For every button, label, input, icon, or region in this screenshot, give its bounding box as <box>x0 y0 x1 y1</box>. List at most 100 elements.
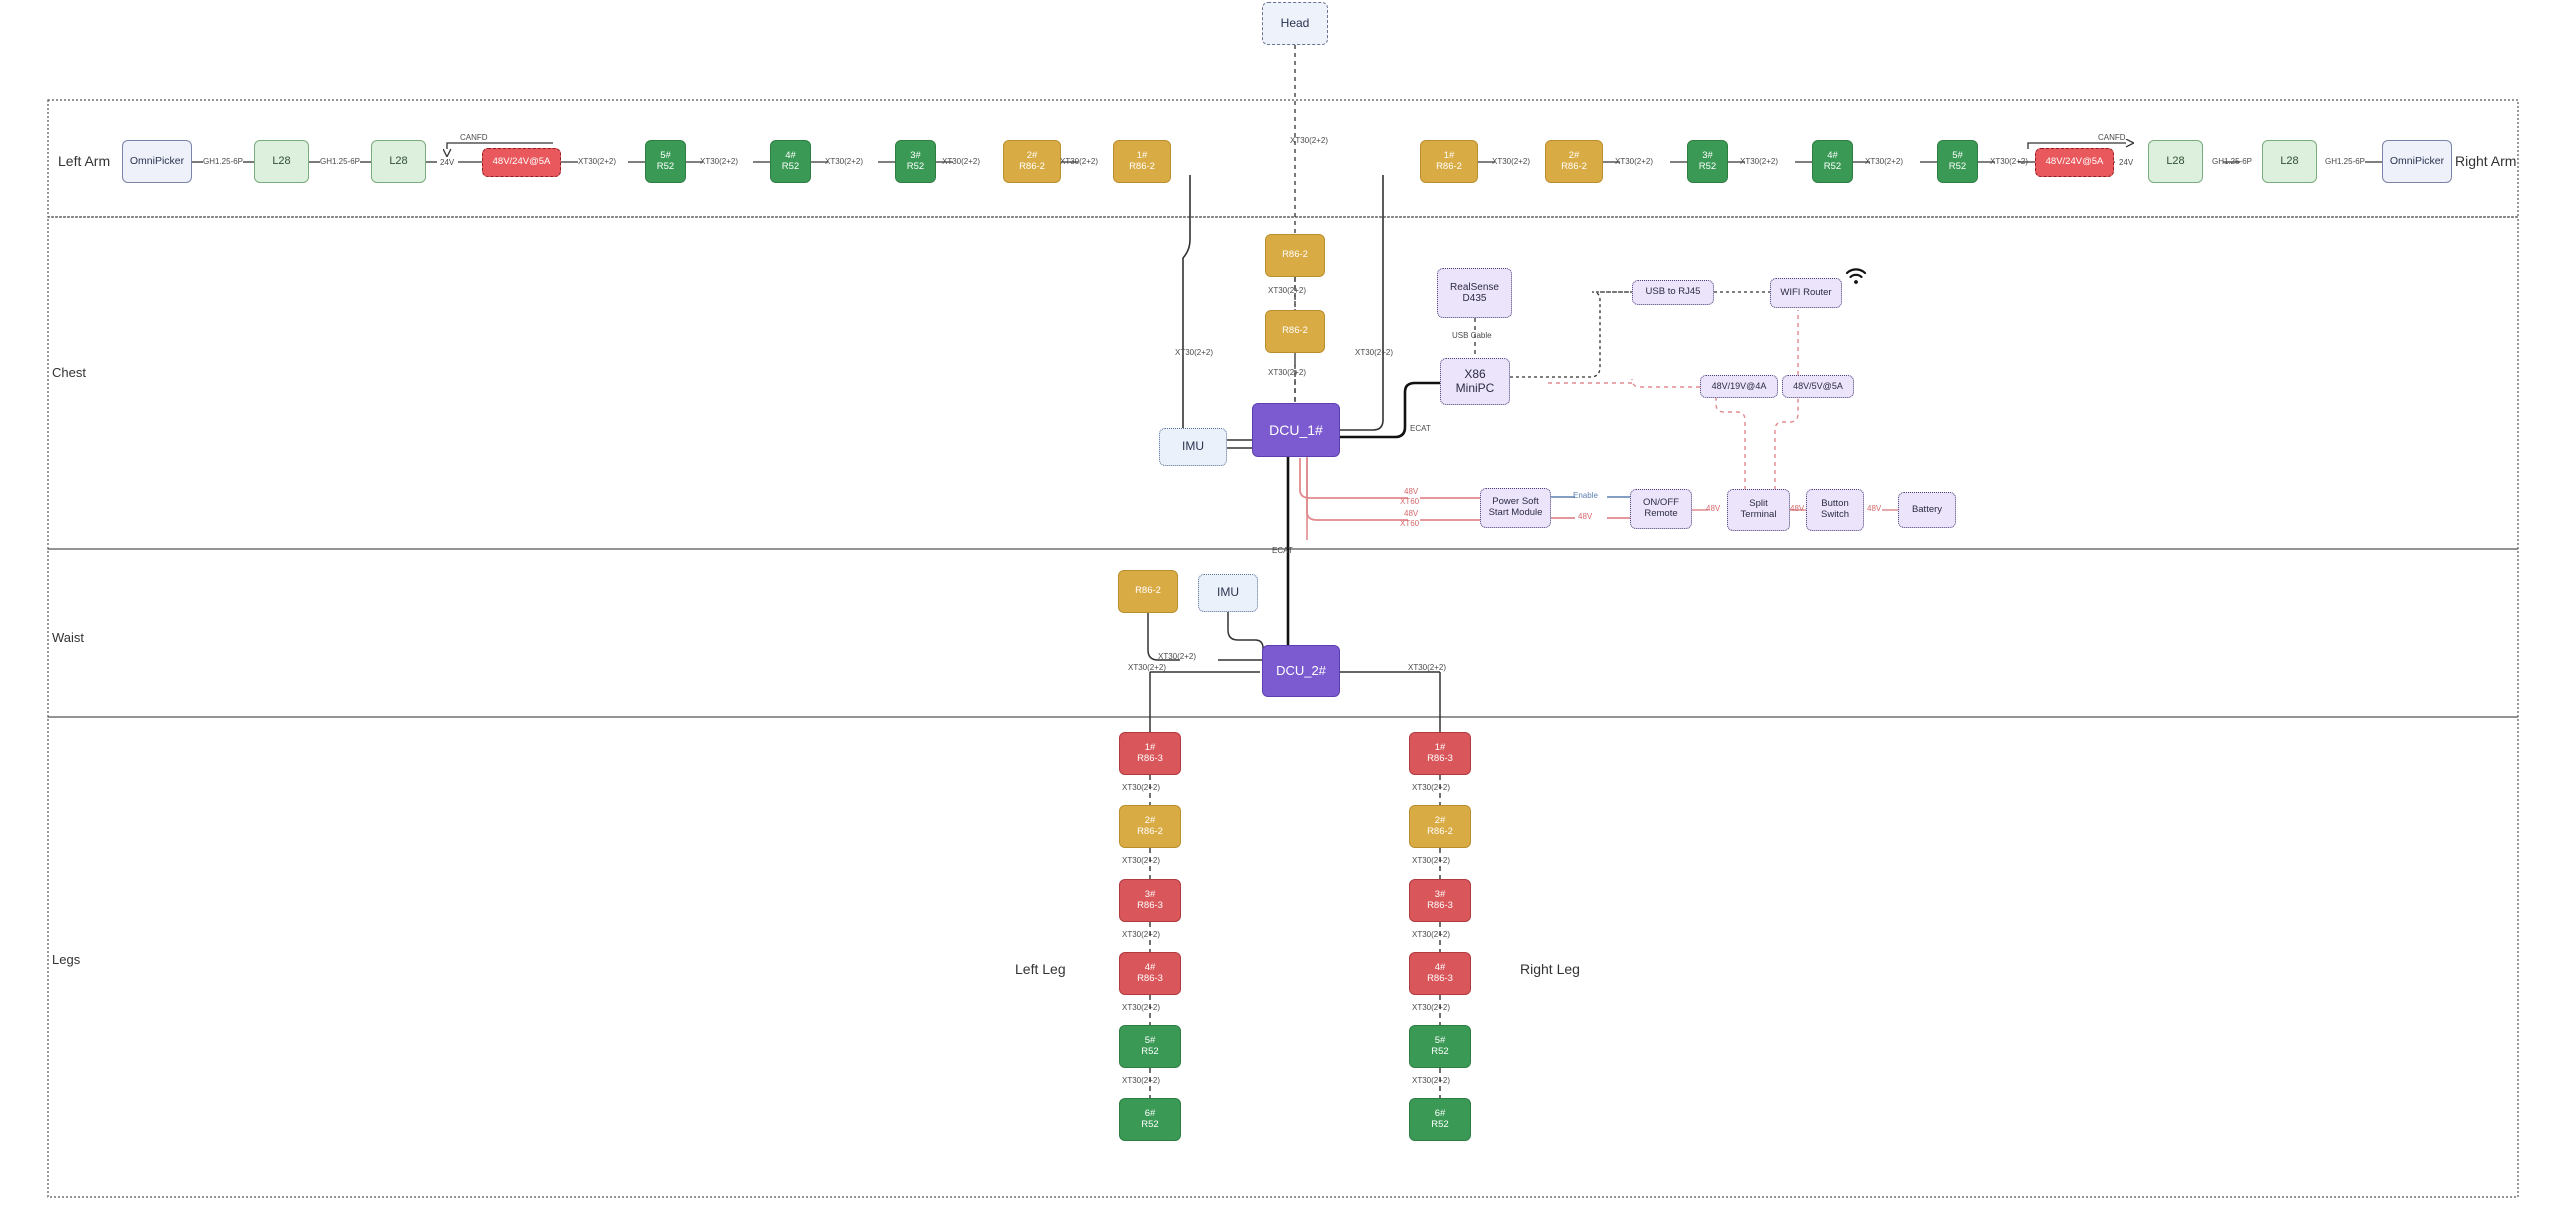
zone-label-waist: Waist <box>52 630 85 645</box>
right-arm-link-0: XT30(2+2) <box>1492 157 1531 166</box>
node-label: 5# <box>1952 149 1963 161</box>
left-arm-node-l28-b[interactable]: L28 <box>371 140 426 183</box>
left-leg-link-1: XT30(2+2) <box>1122 856 1161 865</box>
waist-node-imu[interactable]: IMU <box>1198 574 1258 612</box>
node-label: X86 <box>1464 366 1486 381</box>
right-leg-node-joint-6[interactable]: 6# R52 <box>1409 1098 1471 1141</box>
node-sublabel: R52 <box>781 160 800 172</box>
chest-node-conv-19v[interactable]: 48V/19V@4A <box>1700 375 1778 398</box>
chest-48v-c: 48V <box>1790 504 1805 513</box>
waist-node-dcu-2[interactable]: DCU_2# <box>1262 645 1340 697</box>
left-arm-node-joint-3[interactable]: 3# R52 <box>895 140 936 183</box>
right-leg-node-joint-2[interactable]: 2# R86-2 <box>1409 805 1471 848</box>
right-arm-link-1: XT30(2+2) <box>1615 157 1654 166</box>
node-label: 2# <box>1434 814 1446 826</box>
waist-link-right-out: XT30(2+2) <box>1408 663 1447 672</box>
chest-node-button-switch[interactable]: Button Switch <box>1806 489 1864 531</box>
left-arm-node-omnipicker[interactable]: OmniPicker <box>122 140 192 183</box>
left-arm-node-joint-5[interactable]: 5# R52 <box>645 140 686 183</box>
right-leg-node-joint-5[interactable]: 5# R52 <box>1409 1025 1471 1068</box>
left-leg-node-joint-5[interactable]: 5# R52 <box>1119 1025 1181 1068</box>
waist-node-joint[interactable]: R86-2 <box>1118 570 1178 613</box>
node-label: L28 <box>389 155 408 168</box>
node-label: 4# <box>1144 961 1156 973</box>
chest-node-usb-to-rj45[interactable]: USB to RJ45 <box>1632 280 1714 305</box>
left-arm-node-joint-4[interactable]: 4# R52 <box>770 140 811 183</box>
right-arm-node-l28-a[interactable]: L28 <box>2148 140 2203 183</box>
right-arm-node-omnipicker[interactable]: OmniPicker <box>2382 140 2452 183</box>
chest-node-onoff-remote[interactable]: ON/OFF Remote <box>1630 489 1692 529</box>
waist-link-left-out: XT30(2+2) <box>1128 663 1167 672</box>
left-arm-link-6: XT30(2+2) <box>942 157 981 166</box>
chest-node-minipc[interactable]: X86 MiniPC <box>1440 358 1510 405</box>
node-sublabel: R52 <box>1948 160 1967 172</box>
left-leg-node-joint-6[interactable]: 6# R52 <box>1119 1098 1181 1141</box>
chest-node-conv-5v[interactable]: 48V/5V@5A <box>1782 375 1854 398</box>
left-leg-node-joint-4[interactable]: 4# R86-3 <box>1119 952 1181 995</box>
chest-node-battery[interactable]: Battery <box>1898 492 1956 528</box>
node-sublabel: D435 <box>1462 293 1487 304</box>
node-label: 48V/24V@5A <box>492 156 551 168</box>
node-sublabel: R52 <box>1141 1118 1159 1130</box>
left-arm-node-dcdc[interactable]: 48V/24V@5A <box>482 148 561 177</box>
left-arm-link-7: XT30(2+2) <box>1060 157 1099 166</box>
left-arm-node-l28-a[interactable]: L28 <box>254 140 309 183</box>
chest-node-neck-upper[interactable]: R86-2 <box>1265 234 1325 277</box>
left-arm-link-1: GH1.25-6P <box>320 157 361 166</box>
chest-rail-bottom-voltage: 48V <box>1404 509 1419 518</box>
node-sublabel: R52 <box>1698 160 1717 172</box>
right-leg-node-joint-1[interactable]: 1# R86-3 <box>1409 732 1471 775</box>
right-arm-to-dcu-label: XT30(2+2) <box>1355 348 1394 357</box>
node-sublabel: R86-2 <box>1561 160 1587 172</box>
node-label: DCU_1# <box>1269 421 1323 438</box>
right-arm-node-dcdc[interactable]: 48V/24V@5A <box>2035 148 2114 177</box>
node-label: 4# <box>1827 149 1838 161</box>
node-label: R86-2 <box>1135 585 1161 597</box>
left-leg-node-joint-3[interactable]: 3# R86-3 <box>1119 879 1181 922</box>
right-arm-node-joint-1[interactable]: 1# R86-2 <box>1420 140 1478 183</box>
node-label: 6# <box>1144 1107 1156 1119</box>
node-sublabel: R86-3 <box>1137 899 1163 911</box>
left-arm-node-joint-1[interactable]: 1# R86-2 <box>1113 140 1171 183</box>
right-leg-link-3: XT30(2+2) <box>1412 1003 1451 1012</box>
node-label: 48V/19V@4A <box>1711 381 1767 392</box>
chest-ecat-label-lower: ECAT <box>1272 546 1293 555</box>
chest-node-realsense[interactable]: RealSense D435 <box>1437 268 1512 318</box>
left-arm-canfd-label: CANFD <box>460 133 488 142</box>
node-sublabel: R86-3 <box>1137 752 1163 764</box>
right-arm-link-4: XT30(2+2) <box>1990 157 2029 166</box>
right-arm-node-l28-b[interactable]: L28 <box>2262 140 2317 183</box>
chest-node-imu[interactable]: IMU <box>1159 428 1227 466</box>
node-sublabel: R86-2 <box>1137 825 1163 837</box>
side-label-right-arm: Right Arm <box>2455 153 2517 169</box>
left-arm-link-3: XT30(2+2) <box>578 157 617 166</box>
right-arm-node-joint-5[interactable]: 5# R52 <box>1937 140 1978 183</box>
chest-48v-d: 48V <box>1867 504 1882 513</box>
node-label: 2# <box>1144 814 1156 826</box>
left-leg-node-joint-2[interactable]: 2# R86-2 <box>1119 805 1181 848</box>
node-sublabel: Start Module <box>1488 507 1543 518</box>
right-arm-node-joint-2[interactable]: 2# R86-2 <box>1545 140 1603 183</box>
node-head[interactable]: Head <box>1262 2 1328 45</box>
node-sublabel: R52 <box>1823 160 1842 172</box>
node-sublabel: MiniPC <box>1455 380 1495 395</box>
left-leg-node-joint-1[interactable]: 1# R86-3 <box>1119 732 1181 775</box>
right-arm-link-2: XT30(2+2) <box>1740 157 1779 166</box>
right-leg-node-joint-4[interactable]: 4# R86-3 <box>1409 952 1471 995</box>
chest-node-dcu-1[interactable]: DCU_1# <box>1252 403 1340 457</box>
chest-node-split-terminal[interactable]: Split Terminal <box>1727 489 1790 531</box>
left-arm-node-joint-2[interactable]: 2# R86-2 <box>1003 140 1061 183</box>
node-head-label: Head <box>1280 15 1310 30</box>
chest-node-neck-lower[interactable]: R86-2 <box>1265 310 1325 353</box>
node-label: DCU_2# <box>1276 662 1326 678</box>
chest-node-power-soft-start[interactable]: Power Soft Start Module <box>1480 488 1551 528</box>
chest-node-wifi-router[interactable]: WIFI Router <box>1770 278 1842 308</box>
right-arm-node-joint-3[interactable]: 3# R52 <box>1687 140 1728 183</box>
side-label-left-arm: Left Arm <box>58 153 111 169</box>
node-sublabel: Terminal <box>1740 509 1777 520</box>
right-arm-node-joint-4[interactable]: 4# R52 <box>1812 140 1853 183</box>
node-label: R86-2 <box>1282 249 1308 261</box>
left-arm-link-0: GH1.25-6P <box>203 157 244 166</box>
right-leg-node-joint-3[interactable]: 3# R86-3 <box>1409 879 1471 922</box>
